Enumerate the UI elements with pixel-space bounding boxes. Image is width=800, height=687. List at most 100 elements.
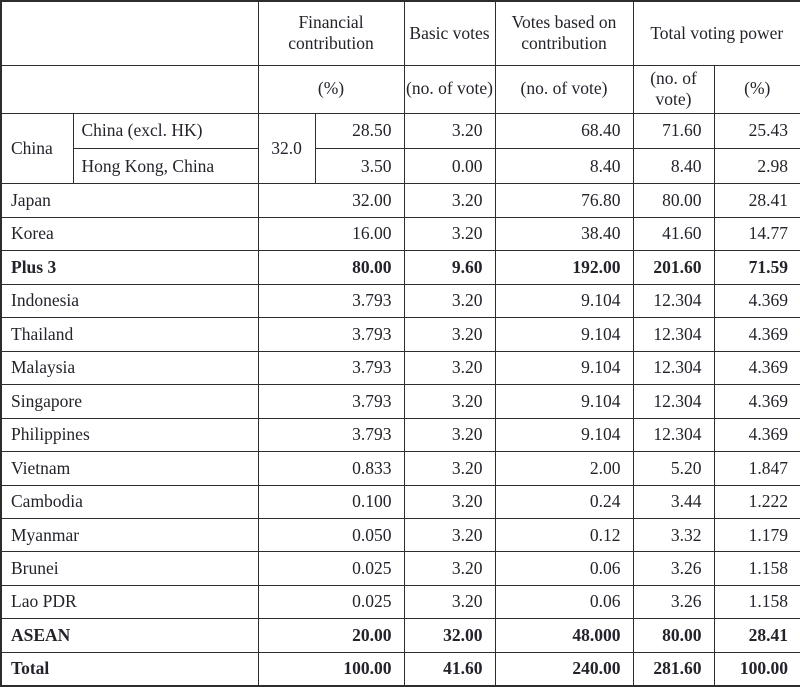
total-percent-cell: 1.179 xyxy=(713,517,800,553)
basic-votes-cell: 3.20 xyxy=(403,183,496,218)
total-votes-cell: 3.44 xyxy=(632,484,715,520)
financial-contribution-cell: 0.100 xyxy=(257,484,405,520)
table-row: Myanmar 0.050 3.20 0.12 3.32 1.179 xyxy=(0,517,800,553)
total-percent-cell: 1.158 xyxy=(713,551,800,586)
total-percent-cell: 28.41 xyxy=(713,618,800,653)
table-row: Brunei 0.025 3.20 0.06 3.26 1.158 xyxy=(0,551,800,586)
financial-contribution-cell: 20.00 xyxy=(257,618,405,653)
total-votes-cell: 201.60 xyxy=(632,250,715,285)
header-total-voting-power: Total voting power xyxy=(632,0,800,66)
unit-total-votes: (no. of vote) xyxy=(632,64,715,114)
financial-contribution-cell: 28.50 xyxy=(314,112,405,149)
basic-votes-cell: 3.20 xyxy=(403,384,496,419)
financial-contribution-cell: 3.793 xyxy=(257,350,405,386)
unit-total-percent: (%) xyxy=(713,64,800,114)
votes-contribution-cell: 38.40 xyxy=(494,216,634,252)
basic-votes-cell: 3.20 xyxy=(403,216,496,252)
votes-contribution-cell: 2.00 xyxy=(494,451,634,486)
financial-contribution-cell: 3.793 xyxy=(257,283,405,319)
basic-votes-cell: 0.00 xyxy=(403,147,496,185)
total-votes-cell: 41.60 xyxy=(632,216,715,252)
total-percent-cell: 28.41 xyxy=(713,183,800,218)
table-row: Singapore 3.793 3.20 9.104 12.304 4.369 xyxy=(0,384,800,419)
china-combined-contribution-cell: 32.0 xyxy=(257,112,316,185)
votes-contribution-cell: 0.12 xyxy=(494,517,634,553)
votes-contribution-cell: 76.80 xyxy=(494,183,634,218)
table-row: Malaysia 3.793 3.20 9.104 12.304 4.369 xyxy=(0,350,800,386)
votes-contribution-cell: 68.40 xyxy=(494,112,634,149)
financial-contribution-cell: 0.833 xyxy=(257,451,405,486)
financial-contribution-cell: 3.793 xyxy=(257,417,405,453)
table-header: Financial contribution Basic votes Votes… xyxy=(0,0,800,114)
basic-votes-cell: 3.20 xyxy=(403,551,496,586)
country-group-label: China xyxy=(0,112,74,185)
basic-votes-cell: 3.20 xyxy=(403,584,496,620)
corner-blank-cell xyxy=(0,0,259,66)
country-label: ASEAN xyxy=(0,618,259,653)
total-votes-cell: 12.304 xyxy=(632,417,715,453)
country-sub-label: China (excl. HK) xyxy=(72,112,259,149)
country-label: Brunei xyxy=(0,551,259,586)
total-votes-cell: 8.40 xyxy=(632,147,715,185)
financial-contribution-cell: 0.025 xyxy=(257,551,405,586)
total-percent-cell: 4.369 xyxy=(713,384,800,419)
unit-financial-percent: (%) xyxy=(257,64,405,114)
total-votes-cell: 3.32 xyxy=(632,517,715,553)
country-sub-label: Hong Kong, China xyxy=(72,147,259,185)
table-row: Japan 32.00 3.20 76.80 80.00 28.41 xyxy=(0,183,800,218)
total-votes-cell: 71.60 xyxy=(632,112,715,149)
country-label: Plus 3 xyxy=(0,250,259,285)
financial-contribution-cell: 3.793 xyxy=(257,317,405,352)
votes-contribution-cell: 9.104 xyxy=(494,283,634,319)
table-row: ASEAN 20.00 32.00 48.000 80.00 28.41 xyxy=(0,618,800,653)
financial-contribution-cell: 3.50 xyxy=(314,147,405,185)
total-votes-cell: 3.26 xyxy=(632,551,715,586)
country-label: Korea xyxy=(0,216,259,252)
table-row: Thailand 3.793 3.20 9.104 12.304 4.369 xyxy=(0,317,800,352)
total-votes-cell: 12.304 xyxy=(632,317,715,352)
financial-contribution-cell: 80.00 xyxy=(257,250,405,285)
country-label: Indonesia xyxy=(0,283,259,319)
votes-contribution-cell: 0.06 xyxy=(494,551,634,586)
corner-blank-cell xyxy=(0,64,259,114)
table-row: Vietnam 0.833 3.20 2.00 5.20 1.847 xyxy=(0,451,800,486)
table-row: Total 100.00 41.60 240.00 281.60 100.00 xyxy=(0,651,800,687)
total-percent-cell: 1.222 xyxy=(713,484,800,520)
country-label: Japan xyxy=(0,183,259,218)
votes-contribution-cell: 48.000 xyxy=(494,618,634,653)
total-percent-cell: 4.369 xyxy=(713,350,800,386)
total-percent-cell: 4.369 xyxy=(713,283,800,319)
total-percent-cell: 2.98 xyxy=(713,147,800,185)
header-financial-contribution: Financial contribution xyxy=(257,0,405,66)
votes-contribution-cell: 9.104 xyxy=(494,317,634,352)
financial-contribution-cell: 3.793 xyxy=(257,384,405,419)
total-votes-cell: 3.26 xyxy=(632,584,715,620)
financial-contribution-cell: 16.00 xyxy=(257,216,405,252)
country-label: Malaysia xyxy=(0,350,259,386)
basic-votes-cell: 9.60 xyxy=(403,250,496,285)
basic-votes-cell: 3.20 xyxy=(403,350,496,386)
financial-contribution-cell: 0.050 xyxy=(257,517,405,553)
header-row-units: (%) (no. of vote) (no. of vote) (no. of … xyxy=(0,64,800,114)
table-row: Lao PDR 0.025 3.20 0.06 3.26 1.158 xyxy=(0,584,800,620)
votes-contribution-cell: 192.00 xyxy=(494,250,634,285)
country-label: Cambodia xyxy=(0,484,259,520)
table-row: Indonesia 3.793 3.20 9.104 12.304 4.369 xyxy=(0,283,800,319)
country-label: Total xyxy=(0,651,259,687)
table-body: China China (excl. HK) 32.0 28.50 3.20 6… xyxy=(0,112,800,687)
header-basic-votes: Basic votes xyxy=(403,0,496,66)
table-row-hong-kong: Hong Kong, China 3.50 0.00 8.40 8.40 2.9… xyxy=(1,147,800,185)
basic-votes-cell: 3.20 xyxy=(403,451,496,486)
total-percent-cell: 1.847 xyxy=(713,451,800,486)
basic-votes-cell: 3.20 xyxy=(403,317,496,352)
table-row-china-excl-hk: China China (excl. HK) 32.0 28.50 3.20 6… xyxy=(0,112,800,185)
table-row: Cambodia 0.100 3.20 0.24 3.44 1.222 xyxy=(0,484,800,520)
country-label: Philippines xyxy=(0,417,259,453)
country-label: Vietnam xyxy=(0,451,259,486)
header-row-titles: Financial contribution Basic votes Votes… xyxy=(0,0,800,66)
total-votes-cell: 80.00 xyxy=(632,183,715,218)
votes-contribution-cell: 240.00 xyxy=(494,651,634,687)
votes-contribution-cell: 0.06 xyxy=(494,584,634,620)
